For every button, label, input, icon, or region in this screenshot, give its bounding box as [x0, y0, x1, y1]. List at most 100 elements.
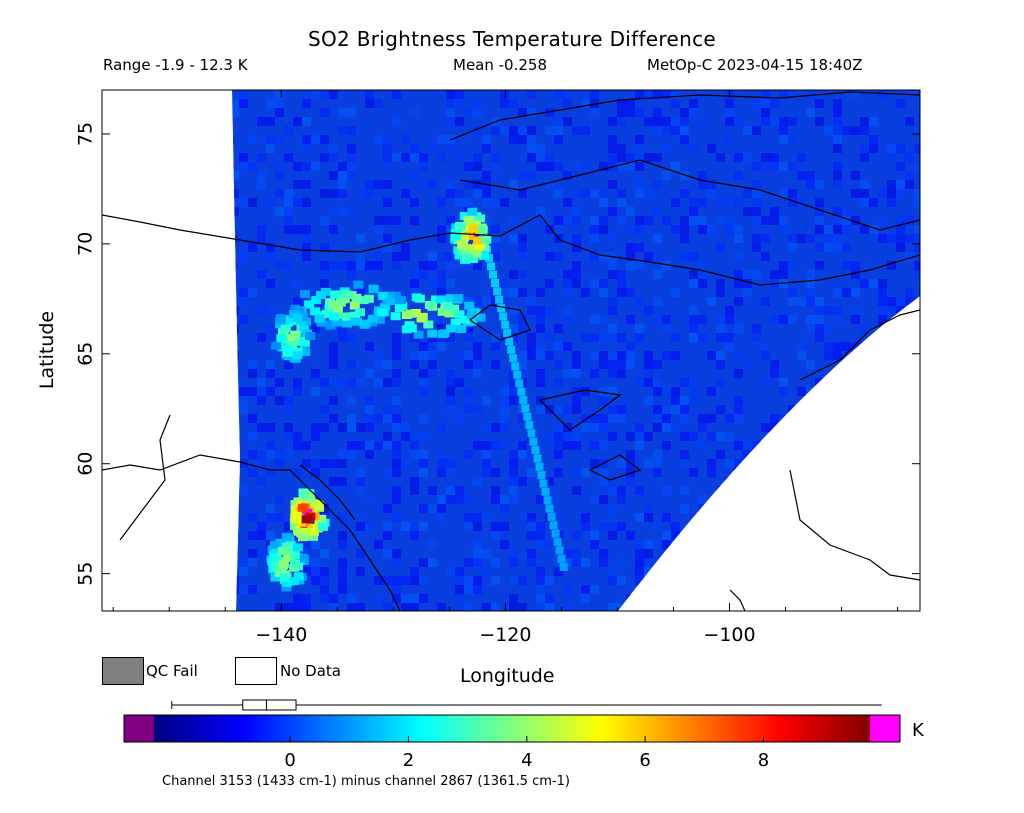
- noise-pixel: [671, 423, 680, 432]
- noise-pixel: [275, 90, 284, 99]
- noise-pixel: [806, 360, 815, 369]
- noise-pixel: [329, 459, 338, 468]
- noise-pixel: [446, 90, 455, 99]
- noise-pixel: [239, 153, 248, 162]
- noise-pixel: [392, 405, 401, 414]
- hotspot-south-edge: [279, 573, 290, 582]
- noise-pixel: [536, 153, 545, 162]
- noise-pixel: [392, 513, 401, 522]
- noise-pixel: [572, 243, 581, 252]
- noise-pixel: [887, 144, 896, 153]
- noise-pixel: [743, 450, 752, 459]
- trail-pixel: [545, 504, 554, 513]
- noise-pixel: [788, 198, 797, 207]
- noise-pixel: [671, 531, 680, 540]
- noise-pixel: [446, 225, 455, 234]
- noise-pixel: [293, 603, 302, 611]
- hotspot-west-edge: [275, 314, 286, 323]
- noise-pixel: [860, 279, 869, 288]
- noise-pixel: [464, 297, 473, 306]
- noise-pixel: [563, 558, 572, 567]
- noise-pixel: [545, 153, 554, 162]
- noise-pixel: [257, 522, 266, 531]
- noise-pixel: [509, 333, 518, 342]
- y-tick-label: 60: [75, 452, 97, 476]
- noise-pixel: [347, 297, 356, 306]
- noise-pixel: [518, 288, 527, 297]
- trail-pixel: [551, 529, 560, 538]
- noise-pixel: [815, 261, 824, 270]
- noise-pixel: [275, 261, 284, 270]
- noise-pixel: [743, 153, 752, 162]
- noise-pixel: [320, 279, 329, 288]
- noise-pixel: [482, 468, 491, 477]
- channel-footnote: Channel 3153 (1433 cm-1) minus channel 2…: [162, 774, 570, 789]
- noise-pixel: [527, 531, 536, 540]
- hotspot-south-hotspot: [301, 515, 312, 524]
- noise-pixel: [338, 459, 347, 468]
- noise-pixel: [716, 243, 725, 252]
- hotspot-south-edge: [277, 546, 288, 555]
- noise-pixel: [320, 405, 329, 414]
- noise-pixel: [761, 216, 770, 225]
- y-tick-label: 55: [75, 562, 97, 586]
- trail-pixel: [507, 345, 516, 354]
- noise-pixel: [653, 468, 662, 477]
- noise-pixel: [275, 396, 284, 405]
- noise-pixel: [392, 585, 401, 594]
- noise-pixel: [590, 315, 599, 324]
- noise-pixel: [878, 306, 887, 315]
- noise-pixel: [365, 99, 374, 108]
- noise-pixel: [518, 126, 527, 135]
- noise-pixel: [356, 468, 365, 477]
- noise-pixel: [626, 351, 635, 360]
- noise-pixel: [464, 522, 473, 531]
- noise-pixel: [419, 153, 428, 162]
- noise-pixel: [248, 162, 257, 171]
- noise-pixel: [509, 324, 518, 333]
- noise-pixel: [473, 522, 482, 531]
- noise-pixel: [842, 342, 851, 351]
- noise-pixel: [329, 225, 338, 234]
- noise-pixel: [347, 360, 356, 369]
- noise-pixel: [284, 261, 293, 270]
- noise-pixel: [329, 360, 338, 369]
- noise-pixel: [725, 117, 734, 126]
- noise-pixel: [572, 126, 581, 135]
- noise-pixel: [302, 144, 311, 153]
- noise-pixel: [572, 549, 581, 558]
- noise-pixel: [833, 216, 842, 225]
- noise-pixel: [590, 189, 599, 198]
- noise-pixel: [608, 297, 617, 306]
- noise-pixel: [248, 558, 257, 567]
- x-axis-label: Longitude: [460, 665, 555, 687]
- noise-pixel: [464, 351, 473, 360]
- hotspot-west-edge: [282, 315, 293, 324]
- noise-pixel: [266, 450, 275, 459]
- noise-pixel: [779, 135, 788, 144]
- colorbar-unit: K: [912, 720, 924, 741]
- noise-pixel: [320, 297, 329, 306]
- hotspot-west-edge: [292, 337, 303, 346]
- noise-pixel: [662, 144, 671, 153]
- noise-pixel: [419, 162, 428, 171]
- noise-pixel: [347, 594, 356, 603]
- noise-pixel: [482, 450, 491, 459]
- noise-pixel: [347, 423, 356, 432]
- noise-pixel: [635, 225, 644, 234]
- noise-pixel: [518, 369, 527, 378]
- noise-pixel: [860, 180, 869, 189]
- noise-pixel: [302, 225, 311, 234]
- noise-pixel: [232, 171, 239, 180]
- coastlines: [102, 91, 920, 611]
- noise-pixel: [455, 378, 464, 387]
- plot-frame: [101, 89, 921, 612]
- noise-pixel: [662, 171, 671, 180]
- noise-pixel: [302, 162, 311, 171]
- noise-pixel: [743, 189, 752, 198]
- noise-pixel: [644, 396, 653, 405]
- noise-pixel: [232, 108, 239, 117]
- trail-pixel: [515, 379, 524, 388]
- trail-pixel: [491, 279, 500, 288]
